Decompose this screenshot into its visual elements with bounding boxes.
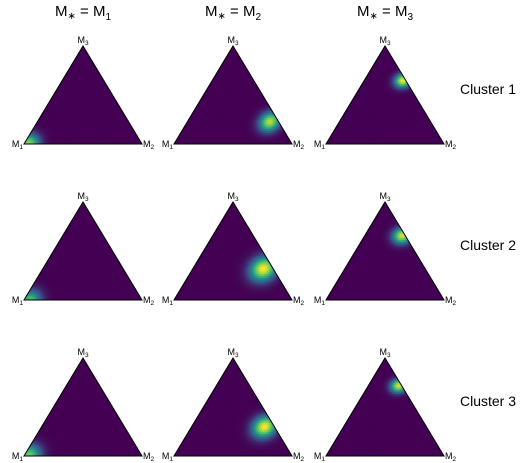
density-heatmap (173, 45, 293, 145)
row-label-cluster-1: Cluster 1 (460, 81, 516, 97)
vertex-label-m1: M1 (162, 139, 174, 151)
row-label-cluster-2: Cluster 2 (460, 237, 516, 253)
vertex-label-m1: M1 (12, 139, 24, 151)
column-titles: M∗ = M1 M∗ = M2 M∗ = M3 (55, 3, 413, 23)
ternary-panel-r1-c2: M3 M1 M2 (162, 35, 305, 151)
density-heatmap (325, 45, 445, 145)
ternary-panel-r1-c1: M3 M1 M2 (12, 35, 155, 151)
density-heatmap (23, 45, 143, 145)
row-labels: Cluster 1 Cluster 2 Cluster 3 (460, 81, 516, 409)
row-label-cluster-3: Cluster 3 (460, 393, 516, 409)
column-title-3: M∗ = M3 (357, 3, 413, 23)
column-title-1: M∗ = M1 (55, 3, 111, 23)
vertex-label-m3: M3 (227, 35, 239, 47)
vertex-label-m2: M2 (293, 139, 305, 151)
vertex-label-m2: M2 (143, 139, 155, 151)
vertex-label-m3: M3 (77, 35, 89, 47)
column-title-2: M∗ = M2 (205, 3, 261, 23)
